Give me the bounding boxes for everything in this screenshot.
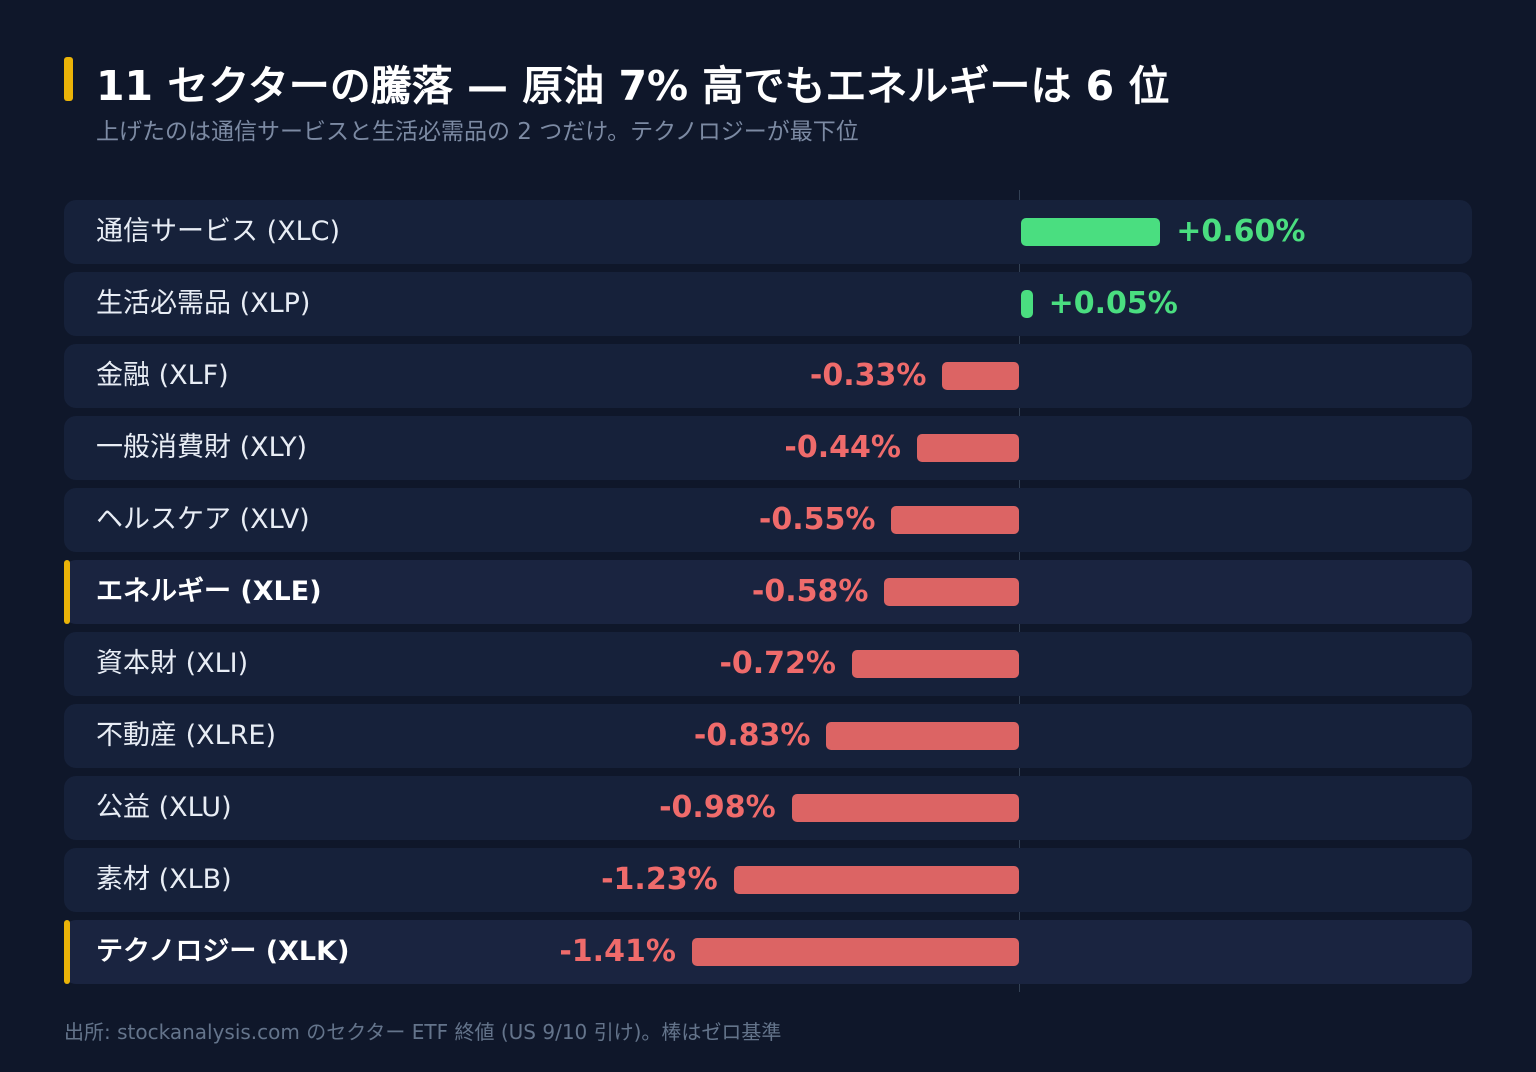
chart-row: エネルギー (XLE) xyxy=(64,560,1472,624)
bar-positive xyxy=(1021,290,1033,318)
category-label: 通信サービス (XLC) xyxy=(96,216,341,247)
chart-row: 一般消費財 (XLY) xyxy=(64,416,1472,480)
bar-negative xyxy=(851,650,1019,678)
bar-negative xyxy=(733,866,1019,894)
chart-title: 11 セクターの騰落 — 原油 7% 高でもエネルギーは 6 位 xyxy=(96,62,1170,110)
source-footnote: 出所: stockanalysis.com のセクター ETF 終値 (US 9… xyxy=(64,1020,782,1044)
category-label: テクノロジー (XLK) xyxy=(96,936,350,967)
chart-row: 資本財 (XLI) xyxy=(64,632,1472,696)
data-label: +0.05% xyxy=(1048,286,1178,321)
bar-positive xyxy=(1021,218,1161,246)
data-label: -0.83% xyxy=(693,718,811,753)
category-label: 一般消費財 (XLY) xyxy=(96,432,308,463)
bar-negative xyxy=(884,578,1019,606)
highlight-marker xyxy=(64,920,70,984)
data-label: -0.44% xyxy=(784,430,901,465)
data-label: -0.55% xyxy=(758,502,876,537)
category-label: 不動産 (XLRE) xyxy=(96,720,277,751)
chart-row: 金融 (XLF) xyxy=(64,344,1472,408)
category-label: 金融 (XLF) xyxy=(96,360,229,391)
chart-subtitle: 上げたのは通信サービスと生活必需品の 2 つだけ。テクノロジーが最下位 xyxy=(96,119,859,145)
chart-row: 通信サービス (XLC) xyxy=(64,200,1472,264)
data-label: -1.23% xyxy=(601,862,718,897)
bar-negative xyxy=(891,506,1019,534)
data-label: -0.72% xyxy=(719,646,836,681)
bar-negative xyxy=(916,434,1019,462)
bar-negative xyxy=(691,938,1019,966)
category-label: 資本財 (XLI) xyxy=(96,648,249,679)
bar-negative xyxy=(942,362,1019,390)
chart-row: 不動産 (XLRE) xyxy=(64,704,1472,768)
category-label: エネルギー (XLE) xyxy=(96,576,322,607)
data-label: -0.33% xyxy=(809,358,927,393)
data-label: -0.98% xyxy=(659,790,776,825)
category-label: 生活必需品 (XLP) xyxy=(96,288,311,319)
data-label: -1.41% xyxy=(559,934,676,969)
category-label: ヘルスケア (XLV) xyxy=(96,504,310,535)
chart-row: 生活必需品 (XLP) xyxy=(64,272,1472,336)
bar-negative xyxy=(791,794,1019,822)
title-accent-bar xyxy=(64,57,73,101)
category-label: 素材 (XLB) xyxy=(96,864,232,895)
data-label: -0.58% xyxy=(751,574,869,609)
chart-row: 公益 (XLU) xyxy=(64,776,1472,840)
highlight-marker xyxy=(64,560,70,624)
bar-negative xyxy=(826,722,1019,750)
category-label: 公益 (XLU) xyxy=(96,792,232,823)
data-label: +0.60% xyxy=(1176,214,1306,249)
chart-row: ヘルスケア (XLV) xyxy=(64,488,1472,552)
